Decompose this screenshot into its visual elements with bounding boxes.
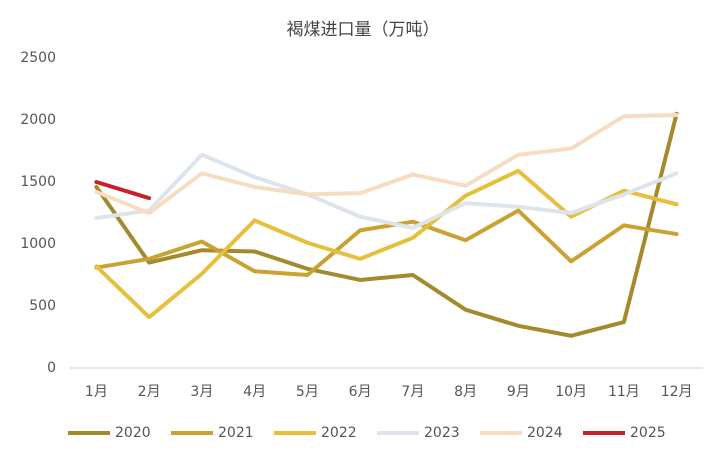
legend-label: 2020	[115, 425, 151, 441]
x-tick-label: 1月	[85, 384, 108, 400]
y-tick-label: 1500	[20, 174, 56, 190]
x-tick-label: 6月	[349, 384, 372, 400]
legend-label: 2022	[321, 425, 357, 441]
x-tick-label: 9月	[507, 384, 530, 400]
y-tick-label: 500	[29, 298, 56, 314]
chart-title: 褐煤进口量（万吨）	[287, 20, 440, 40]
y-tick-label: 1000	[20, 236, 56, 252]
x-tick-label: 7月	[401, 384, 424, 400]
x-tick-label: 8月	[454, 384, 477, 400]
legend-label: 2025	[630, 425, 666, 441]
y-tick-label: 0	[47, 360, 56, 376]
series-line	[94, 152, 679, 230]
x-tick-label: 4月	[243, 384, 266, 400]
x-tick-label: 2月	[138, 384, 161, 400]
y-tick-label: 2500	[20, 50, 56, 66]
series-line	[94, 113, 679, 215]
legend-label: 2024	[527, 425, 563, 441]
x-tick-label: 10月	[555, 384, 587, 400]
series-line	[94, 111, 679, 338]
series-line	[94, 180, 152, 201]
series-line	[94, 208, 679, 277]
x-tick-label: 3月	[190, 384, 213, 400]
x-tick-label: 5月	[296, 384, 319, 400]
legend-label: 2023	[424, 425, 460, 441]
y-tick-label: 2000	[20, 112, 56, 128]
x-tick-label: 11月	[608, 384, 640, 400]
x-tick-label: 12月	[661, 384, 693, 400]
legend-label: 2021	[218, 425, 254, 441]
series-line	[94, 168, 679, 320]
